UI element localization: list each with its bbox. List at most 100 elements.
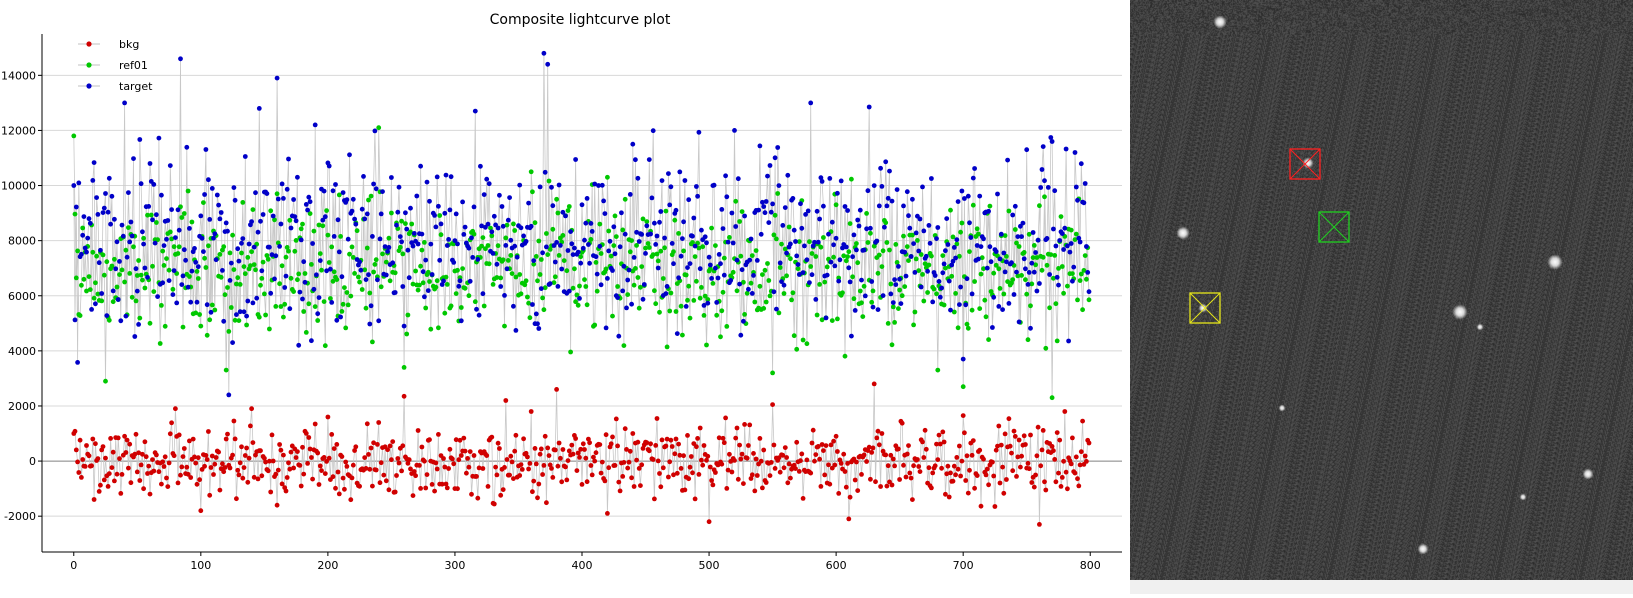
data-point-bkg [98,482,103,488]
data-point-target [802,243,807,249]
data-point-ref01 [897,287,902,293]
data-point-bkg [785,480,791,486]
ref01-aperture-box[interactable] [1318,211,1350,243]
data-point-target [765,173,770,179]
data-point-ref01 [1037,203,1042,209]
data-point-target [666,171,671,177]
data-point-target [221,318,227,324]
data-point-ref01 [646,245,652,250]
data-point-target [842,204,848,209]
y-tick-label: 0 [29,455,36,468]
data-point-bkg [511,476,516,481]
data-point-ref01 [921,298,927,304]
data-point-ref01 [303,330,309,335]
data-point-bkg [462,448,468,454]
data-point-target [134,288,140,294]
data-point-target [857,207,863,213]
data-point-bkg [841,451,847,457]
data-point-target [869,279,875,284]
data-point-target [1019,234,1024,240]
data-point-bkg [232,436,238,442]
data-point-bkg [655,458,661,464]
data-point-bkg [268,489,274,495]
data-point-ref01 [957,253,962,259]
data-point-ref01 [667,308,673,314]
data-point-target [794,253,800,259]
data-point-ref01 [1075,297,1080,303]
data-point-target [583,220,589,226]
data-point-bkg [383,478,389,484]
data-point-ref01 [1049,395,1055,401]
data-point-target [193,259,199,265]
data-point-ref01 [274,191,280,197]
data-point-ref01 [212,307,218,313]
lightcurve-plot-panel[interactable]: Composite lightcurve plot -2000 0 2000 4000… [0,0,1130,594]
data-point-bkg [1018,464,1023,470]
data-point-ref01 [448,303,454,309]
data-point-target [372,128,378,134]
star-field-image[interactable] [1130,0,1633,580]
data-point-bkg [915,457,920,462]
data-point-target [888,291,894,297]
data-point-bkg [447,446,453,452]
data-point-target [1029,260,1035,266]
data-point-bkg [128,480,134,486]
data-point-ref01 [1004,254,1009,259]
data-point-bkg [329,432,335,437]
data-point-bkg [410,493,416,498]
data-point-ref01 [786,224,792,230]
data-point-ref01 [904,244,910,250]
data-point-target [970,175,976,181]
data-point-target [478,163,483,169]
data-point-target [363,277,369,282]
data-point-bkg [659,437,665,443]
data-point-bkg [1001,490,1007,496]
data-point-ref01 [125,225,131,231]
data-point-bkg [1033,472,1038,478]
data-point-bkg [678,466,684,471]
data-point-ref01 [376,125,382,131]
data-point-bkg [695,436,700,441]
series-line-target [73,53,1090,395]
data-point-target [641,282,647,287]
data-point-target [499,204,505,209]
data-point-ref01 [598,251,604,256]
data-point-bkg [471,453,477,458]
data-point-target [559,266,565,272]
data-point-bkg [176,432,182,438]
data-point-ref01 [81,276,87,282]
data-point-target [1024,147,1030,153]
data-point-target [757,143,763,149]
data-point-bkg [255,476,261,482]
data-point-bkg [227,465,233,471]
data-point-bkg [544,500,549,506]
data-point-ref01 [875,270,881,276]
data-point-target [1084,244,1089,249]
data-point-target [1037,281,1042,286]
data-point-bkg [461,435,467,441]
data-point-bkg [986,482,991,488]
bkg-aperture-box[interactable] [1189,292,1221,324]
data-point-target [89,307,94,312]
data-point-target [874,238,880,244]
data-point-target [601,198,606,204]
data-point-target [766,220,772,226]
data-point-target [469,235,474,241]
data-point-ref01 [490,282,496,287]
legend-label-bkg: bkg [119,38,139,51]
data-point-target [72,317,78,323]
data-point-target [295,174,300,180]
data-point-target [813,297,819,302]
data-point-ref01 [1023,277,1028,283]
data-point-bkg [171,453,177,459]
data-point-bkg [672,451,678,457]
target-aperture-box[interactable] [1289,148,1321,180]
data-point-target [799,225,805,231]
data-point-target [129,233,135,239]
data-point-ref01 [273,304,279,309]
data-point-ref01 [322,343,328,349]
data-point-target [926,223,932,228]
data-point-bkg [854,459,859,465]
data-point-ref01 [577,283,582,289]
data-point-bkg [389,457,394,463]
